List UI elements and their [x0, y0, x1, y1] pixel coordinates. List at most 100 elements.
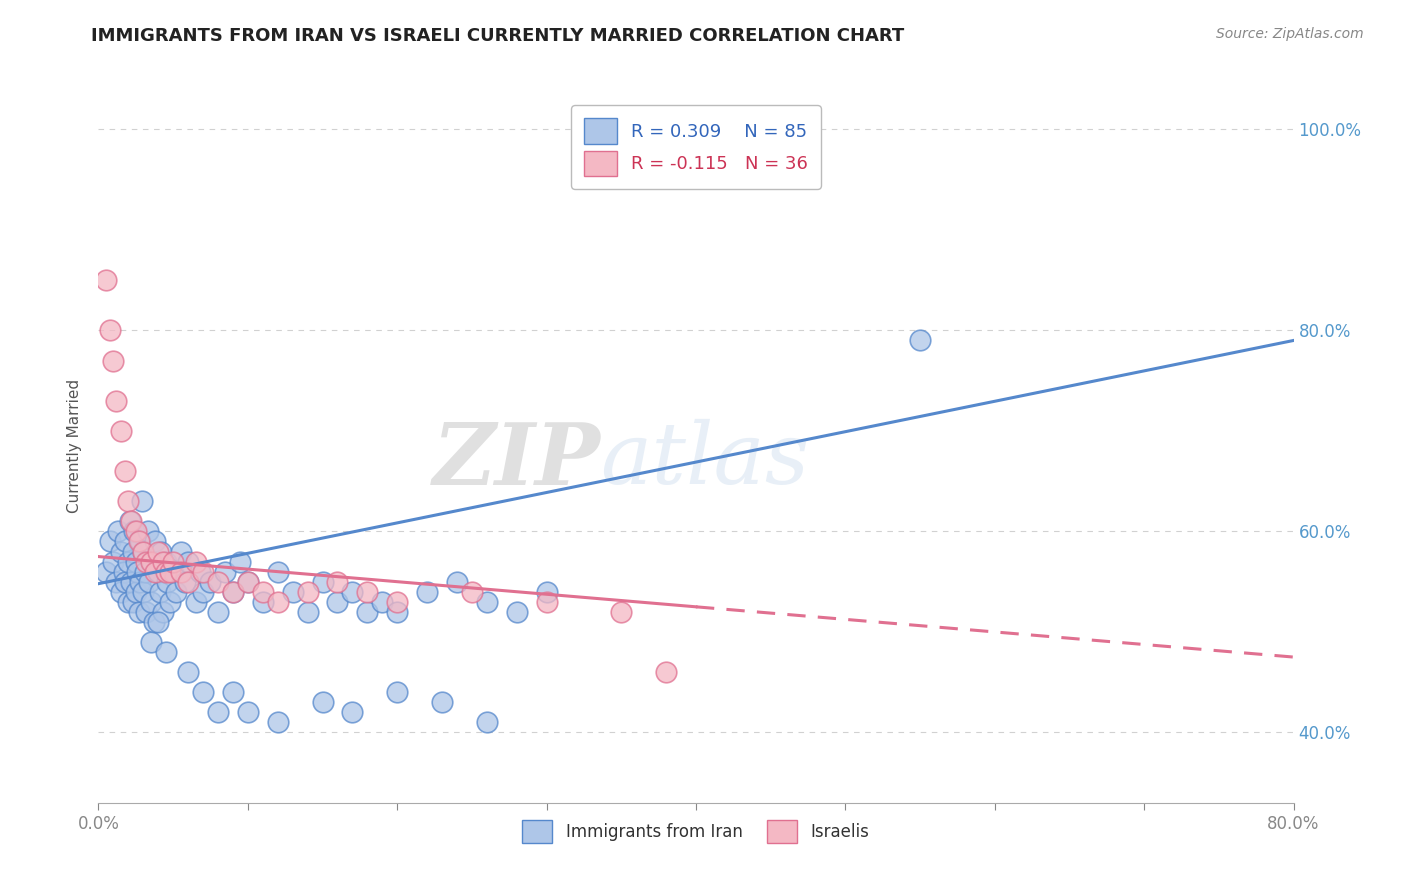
Point — [908, 334, 931, 348]
Point — [356, 584, 378, 599]
Point — [94, 565, 117, 579]
Point — [134, 565, 156, 579]
Point — [236, 574, 259, 589]
Point — [129, 534, 152, 549]
Point — [184, 595, 207, 609]
Point — [118, 515, 141, 529]
Point — [191, 584, 214, 599]
Point — [107, 524, 129, 539]
Point — [191, 685, 214, 699]
Point — [110, 584, 132, 599]
Point — [385, 685, 409, 699]
Point — [536, 595, 558, 609]
Point — [371, 595, 394, 609]
Point — [148, 544, 170, 558]
Point — [105, 393, 128, 408]
Point — [177, 665, 200, 680]
Point — [162, 555, 184, 569]
Point — [326, 595, 349, 609]
Point — [117, 595, 139, 609]
Point — [155, 555, 177, 569]
Point — [177, 574, 200, 589]
Point — [103, 353, 125, 368]
Point — [114, 464, 136, 478]
Point — [252, 595, 274, 609]
Point — [191, 565, 214, 579]
Point — [110, 544, 132, 558]
Point — [177, 555, 200, 569]
Point — [229, 555, 252, 569]
Point — [103, 555, 125, 569]
Point — [385, 595, 409, 609]
Point — [446, 574, 468, 589]
Point — [98, 534, 122, 549]
Point — [169, 544, 191, 558]
Point — [184, 555, 207, 569]
Point — [143, 534, 166, 549]
Point — [112, 565, 135, 579]
Point — [297, 584, 319, 599]
Point — [475, 715, 498, 730]
Point — [117, 494, 139, 508]
Point — [475, 595, 498, 609]
Point — [159, 595, 181, 609]
Point — [207, 605, 229, 619]
Point — [127, 565, 149, 579]
Point — [110, 424, 132, 438]
Point — [125, 555, 148, 569]
Point — [135, 555, 157, 569]
Point — [385, 605, 409, 619]
Point — [267, 595, 290, 609]
Text: ZIP: ZIP — [433, 418, 600, 502]
Point — [655, 665, 678, 680]
Point — [342, 706, 364, 720]
Point — [222, 584, 245, 599]
Point — [342, 584, 364, 599]
Point — [416, 584, 439, 599]
Point — [222, 685, 245, 699]
Point — [120, 515, 142, 529]
Point — [174, 574, 197, 589]
Point — [139, 595, 162, 609]
Point — [156, 574, 179, 589]
Point — [141, 555, 163, 569]
Point — [506, 605, 529, 619]
Point — [356, 605, 378, 619]
Point — [131, 494, 153, 508]
Point — [311, 574, 333, 589]
Point — [155, 565, 177, 579]
Point — [311, 695, 333, 709]
Point — [136, 524, 159, 539]
Point — [207, 706, 229, 720]
Point — [121, 544, 143, 558]
Point — [142, 615, 165, 629]
Point — [200, 574, 222, 589]
Point — [207, 574, 229, 589]
Point — [132, 544, 155, 558]
Point — [610, 605, 633, 619]
Point — [105, 574, 128, 589]
Point — [252, 584, 274, 599]
Point — [125, 524, 148, 539]
Text: atlas: atlas — [600, 419, 810, 501]
Point — [128, 605, 150, 619]
Point — [132, 584, 155, 599]
Text: Source: ZipAtlas.com: Source: ZipAtlas.com — [1216, 27, 1364, 41]
Y-axis label: Currently Married: Currently Married — [66, 379, 82, 513]
Point — [152, 605, 174, 619]
Point — [139, 635, 162, 649]
Point — [128, 534, 150, 549]
Point — [222, 584, 245, 599]
Point — [155, 645, 177, 659]
Point — [135, 605, 157, 619]
Point — [124, 524, 146, 539]
Point — [138, 574, 160, 589]
Point — [297, 605, 319, 619]
Point — [281, 584, 304, 599]
Point — [152, 555, 174, 569]
Point — [125, 584, 148, 599]
Point — [143, 565, 166, 579]
Point — [188, 565, 211, 579]
Point — [236, 706, 259, 720]
Point — [139, 555, 162, 569]
